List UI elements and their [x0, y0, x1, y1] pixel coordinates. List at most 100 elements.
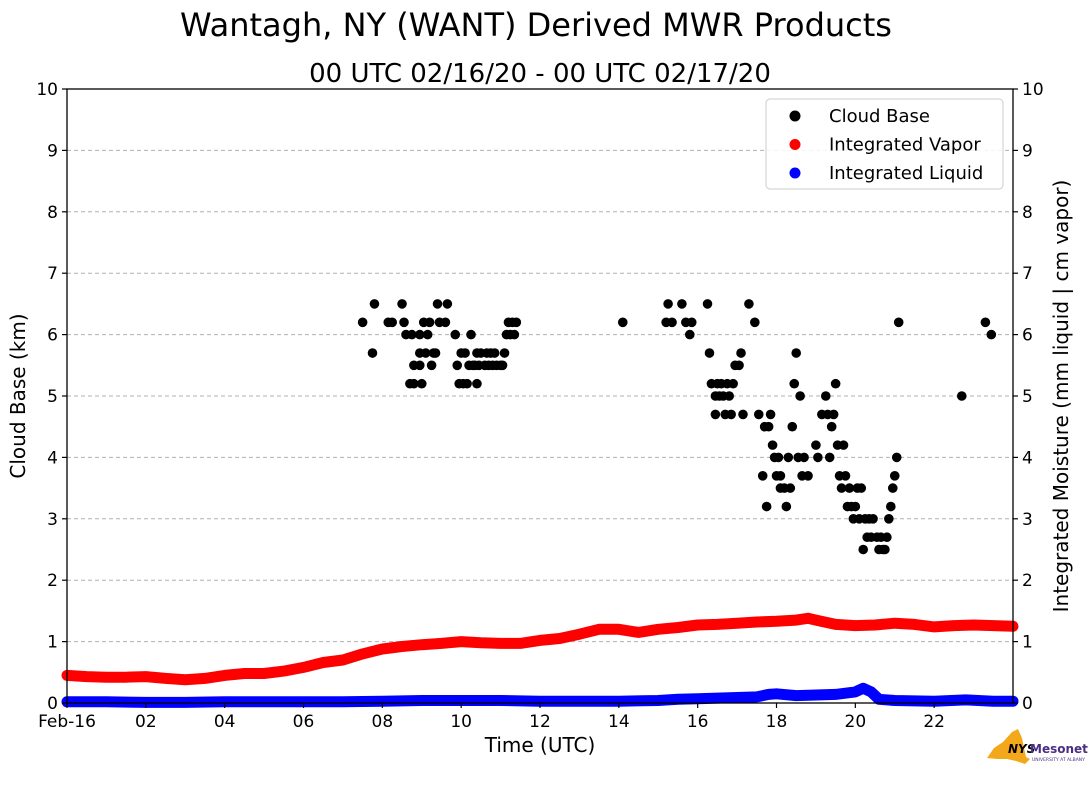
y2-axis-label: Integrated Moisture (mm liquid | cm vapo…	[1049, 180, 1073, 613]
data-point-cloud-base	[887, 483, 898, 493]
y-tick-label: 6	[47, 326, 58, 346]
data-point-cloud-base	[677, 299, 687, 309]
data-point-integrated-liquid	[732, 692, 743, 703]
legend-marker-integrated-liquid	[789, 167, 801, 179]
x-tick-label: 06	[293, 712, 315, 732]
data-point-cloud-base	[686, 317, 697, 328]
data-point-integrated-liquid	[751, 691, 762, 702]
x-tick-label: 18	[766, 712, 788, 732]
data-point-cloud-base	[702, 299, 713, 309]
data-point-cloud-base	[472, 378, 482, 389]
y2-tick-label: 0	[1022, 694, 1033, 714]
new-york-state-icon	[987, 729, 1030, 764]
y2-tick-label: 3	[1022, 510, 1033, 530]
data-point-cloud-base	[838, 440, 849, 450]
data-point-integrated-liquid	[613, 696, 624, 707]
data-point-integrated-vapor	[968, 620, 979, 631]
data-point-cloud-base	[980, 317, 991, 328]
data-point-integrated-vapor	[653, 624, 664, 635]
data-point-cloud-base	[432, 299, 443, 309]
data-point-cloud-base	[787, 421, 798, 432]
data-point-integrated-vapor	[259, 668, 270, 679]
x-tick-label: 16	[687, 712, 709, 732]
data-point-integrated-vapor	[278, 666, 289, 677]
data-point-integrated-vapor	[889, 618, 900, 629]
nys-mesonet-logo: NYS Mesonet UNIVERSITY AT ALBANY	[987, 729, 1088, 764]
data-point-cloud-base	[858, 544, 869, 555]
data-point-integrated-vapor	[850, 620, 861, 631]
data-point-integrated-vapor	[810, 615, 821, 626]
data-point-integrated-vapor	[160, 673, 171, 684]
data-point-cloud-base	[424, 317, 435, 328]
data-point-cloud-base	[783, 452, 794, 463]
data-point-integrated-vapor	[633, 627, 644, 638]
data-point-integrated-liquid	[672, 694, 683, 705]
data-point-cloud-base	[509, 329, 520, 340]
data-point-cloud-base	[956, 391, 967, 401]
data-point-integrated-vapor	[397, 641, 408, 652]
data-point-integrated-liquid	[337, 696, 348, 707]
data-point-cloud-base	[416, 378, 427, 389]
data-point-integrated-vapor	[791, 615, 802, 626]
data-point-cloud-base	[767, 440, 778, 450]
data-point-cloud-base	[663, 299, 673, 309]
legend-label-cloud-base: Cloud Base	[829, 106, 930, 127]
data-point-cloud-base	[744, 299, 754, 309]
data-point-cloud-base	[399, 317, 409, 328]
y2-tick-label: 5	[1022, 387, 1033, 407]
data-point-integrated-vapor	[318, 657, 329, 668]
logo-mesonet-text: Mesonet	[1030, 742, 1088, 756]
data-point-integrated-vapor	[948, 620, 959, 631]
data-point-integrated-vapor	[456, 636, 467, 647]
data-point-integrated-liquid	[858, 683, 869, 694]
data-point-integrated-liquid	[298, 696, 309, 707]
y2-tick-label: 1	[1022, 633, 1033, 653]
data-point-cloud-base	[499, 348, 510, 358]
data-point-integrated-liquid	[574, 696, 585, 707]
data-point-integrated-vapor	[180, 674, 191, 685]
y-tick-label: 0	[47, 694, 58, 714]
data-point-cloud-base	[489, 348, 500, 358]
y-tick-label: 9	[47, 141, 58, 161]
data-point-cloud-base	[738, 409, 748, 420]
data-point-integrated-liquid	[791, 690, 802, 701]
data-point-integrated-vapor	[416, 639, 427, 650]
data-point-cloud-base	[728, 378, 738, 389]
data-point-cloud-base	[710, 409, 721, 420]
data-point-cloud-base	[466, 329, 476, 340]
data-point-integrated-vapor	[830, 619, 841, 630]
data-point-cloud-base	[736, 348, 746, 358]
x-tick-label: 08	[372, 712, 394, 732]
data-point-integrated-liquid	[377, 696, 388, 707]
data-point-cloud-base	[397, 299, 407, 309]
data-point-integrated-liquid	[692, 693, 703, 704]
y2-tick-label: 2	[1022, 571, 1033, 591]
logo-nys-text: NYS	[1008, 742, 1035, 756]
legend: Cloud Base Integrated Vapor Integrated Liq…	[765, 98, 1004, 190]
data-point-cloud-base	[856, 483, 867, 493]
data-point-integrated-vapor	[574, 629, 585, 640]
data-point-cloud-base	[409, 378, 419, 389]
data-point-cloud-base	[667, 317, 677, 328]
series-layer	[61, 299, 1019, 708]
data-point-cloud-base	[450, 329, 461, 340]
data-point-cloud-base	[795, 391, 805, 401]
data-point-cloud-base	[850, 501, 861, 512]
data-point-integrated-vapor	[495, 638, 506, 649]
chart-title: Wantagh, NY (WANT) Derived MWR Products	[180, 6, 892, 44]
data-point-integrated-liquid	[873, 694, 884, 705]
data-point-cloud-base	[840, 471, 851, 481]
y2-tick-label: 7	[1022, 264, 1033, 284]
data-point-cloud-base	[460, 348, 470, 358]
data-point-integrated-vapor	[803, 613, 814, 624]
data-point-cloud-base	[724, 391, 734, 401]
data-point-cloud-base	[511, 317, 522, 328]
data-point-integrated-liquid	[495, 695, 506, 706]
legend-marker-cloud-base	[789, 110, 801, 122]
data-point-integrated-vapor	[751, 616, 762, 627]
y-tick-label: 10	[36, 80, 58, 100]
data-point-cloud-base	[775, 471, 786, 481]
x-tick-label: Feb-16	[38, 712, 96, 732]
data-point-cloud-base	[830, 378, 841, 389]
data-point-cloud-base	[422, 329, 433, 340]
